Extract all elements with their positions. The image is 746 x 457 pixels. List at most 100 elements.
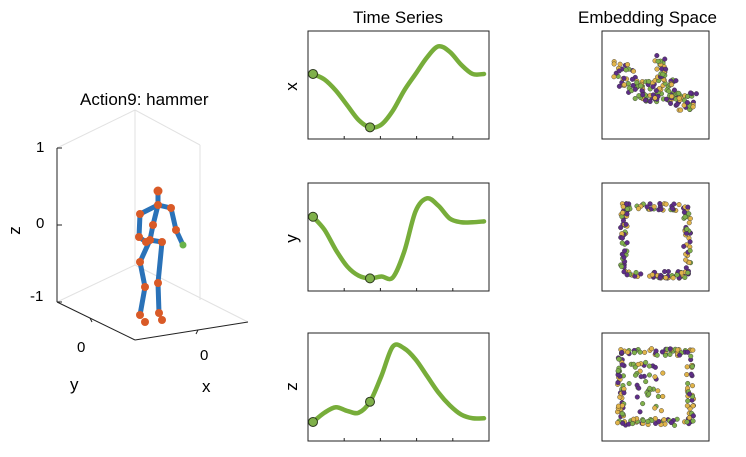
embedding-point xyxy=(652,374,658,380)
embedding-point xyxy=(651,204,657,210)
embedding-point xyxy=(640,92,646,98)
embedding-point xyxy=(682,274,688,280)
embedding-point xyxy=(616,68,622,74)
embedding-point xyxy=(677,352,683,358)
ts-marker xyxy=(365,396,375,407)
embedding-point xyxy=(644,204,650,210)
embedding-point xyxy=(682,214,688,220)
embedding-point xyxy=(624,240,630,246)
ts-panel-x xyxy=(307,30,490,140)
embedding-point xyxy=(624,201,630,207)
embedding-point xyxy=(643,379,649,385)
embedding-point xyxy=(652,95,658,101)
embedding-point xyxy=(625,349,631,355)
embedding-point xyxy=(626,381,632,387)
embedding-point xyxy=(647,99,653,105)
embedding-point xyxy=(611,74,617,80)
embedding-point xyxy=(620,210,626,216)
embedding-point xyxy=(685,270,691,276)
skeleton-x-label: x xyxy=(202,377,211,396)
embedding-point xyxy=(681,102,687,108)
embedding-point xyxy=(630,82,636,88)
embedding-point xyxy=(619,251,625,257)
embedding-point xyxy=(684,372,690,378)
embedding-point xyxy=(687,248,693,254)
embedding-point xyxy=(621,390,627,396)
embedding-point xyxy=(662,56,668,62)
embedding-point xyxy=(618,225,624,231)
embedding-point xyxy=(640,418,646,424)
embedding-point xyxy=(621,269,627,275)
embedding-point xyxy=(671,87,677,93)
embedding-point xyxy=(678,107,684,113)
embedding-point xyxy=(642,97,648,103)
embedding-point xyxy=(655,388,661,394)
embedding-point xyxy=(668,100,674,106)
ts-line-x xyxy=(310,43,487,130)
embedding-point xyxy=(620,420,626,426)
skeleton-axes-box xyxy=(56,109,249,323)
skeleton-axes-front xyxy=(56,147,249,341)
embedding-point xyxy=(685,398,691,404)
embedding-point xyxy=(685,204,691,210)
embedding-point xyxy=(646,78,652,84)
embedding-panels xyxy=(601,30,710,442)
embedding-point xyxy=(685,349,691,355)
embedding-point xyxy=(655,58,661,64)
embedding-point xyxy=(686,220,692,226)
ts-marker xyxy=(308,68,318,79)
embedding-point xyxy=(637,349,643,355)
embedding-point xyxy=(646,363,652,369)
embedding-point xyxy=(688,371,694,377)
ts-frame xyxy=(307,30,490,140)
embedding-point xyxy=(619,411,625,417)
embedding-panel-1 xyxy=(601,30,710,140)
embedding-point xyxy=(624,211,630,217)
embedding-point xyxy=(663,66,669,72)
embedding-point xyxy=(632,86,638,92)
embedding-point xyxy=(631,416,637,422)
embedding-point xyxy=(686,415,692,421)
embedding-point xyxy=(658,206,664,212)
embedding-point xyxy=(684,226,690,232)
embedding-point xyxy=(667,346,673,352)
embedding-point xyxy=(654,352,660,358)
ts-frame xyxy=(307,182,490,292)
embedding-point xyxy=(615,420,621,426)
embedding-point xyxy=(676,202,682,208)
embedding-point xyxy=(690,413,696,419)
embedding-point xyxy=(636,206,642,212)
embedding-point xyxy=(650,84,656,90)
embedding-point xyxy=(660,393,666,399)
skeleton-title: Action9: hammer xyxy=(80,90,209,109)
embedding-point xyxy=(657,275,663,281)
embedding-point xyxy=(659,349,665,355)
embedding-point xyxy=(637,409,643,415)
ts-panel-z xyxy=(307,332,490,442)
embedding-panel-2 xyxy=(601,182,710,292)
embedding-point xyxy=(660,370,666,376)
embedding-point xyxy=(620,204,626,210)
embedding-point xyxy=(662,352,668,358)
embedding-point xyxy=(623,221,629,227)
embedding-point xyxy=(689,364,695,370)
ts-marker xyxy=(365,273,375,284)
time-series-title: Time Series xyxy=(353,8,444,27)
embedding-point xyxy=(686,259,692,265)
y-tick-0: 0 xyxy=(77,339,86,356)
embedding-point xyxy=(669,93,675,99)
embedding-point xyxy=(623,67,629,73)
embedding-point xyxy=(611,61,617,67)
x-tick-0: 0 xyxy=(200,347,209,364)
embedding-point xyxy=(645,418,651,424)
embedding-point xyxy=(640,401,646,407)
ts-line-z xyxy=(310,342,487,425)
ts-frame xyxy=(307,332,490,442)
embedding-point xyxy=(688,90,694,96)
embedding-point xyxy=(667,351,673,357)
embedding-point xyxy=(619,240,625,246)
embedding-point xyxy=(655,393,661,399)
embedding-point xyxy=(619,349,625,355)
embedding-point xyxy=(646,372,652,378)
